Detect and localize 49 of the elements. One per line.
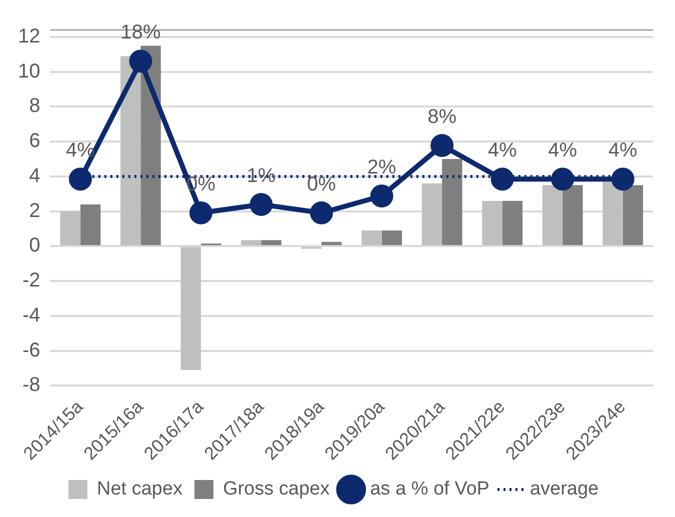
y-tick-label: -6 — [22, 339, 40, 362]
data-label: 18% — [120, 22, 161, 44]
y-tick-label: -8 — [22, 374, 40, 396]
data-label: 4% — [548, 140, 578, 162]
point — [129, 50, 152, 73]
point — [189, 201, 212, 224]
legend-label: Net capex — [96, 478, 183, 500]
data-label: 1% — [246, 164, 276, 187]
bar — [602, 182, 623, 246]
data-label: 0% — [307, 173, 336, 196]
bar — [241, 240, 262, 246]
bar — [362, 230, 382, 246]
y-tick-label: 4 — [29, 164, 40, 187]
bar — [382, 230, 402, 246]
point — [370, 184, 394, 208]
point — [310, 201, 333, 224]
y-tick-label: 2 — [29, 200, 40, 222]
point — [250, 192, 273, 216]
data-label: 4% — [608, 140, 638, 162]
y-tick-label: 6 — [29, 130, 40, 152]
bar — [80, 204, 101, 246]
legend-label: Gross capex — [222, 478, 330, 500]
bar — [502, 200, 523, 246]
bar — [180, 247, 201, 370]
bar — [562, 185, 583, 246]
bar — [422, 183, 442, 246]
bar — [622, 185, 644, 246]
bar — [261, 240, 282, 246]
bar — [542, 185, 563, 246]
legend-label: as a % of VoP — [370, 478, 490, 500]
y-tick-label: -2 — [22, 270, 40, 292]
y-tick-label: 10 — [18, 60, 40, 82]
point — [68, 168, 92, 191]
legend-label: average — [530, 478, 599, 500]
y-tick-label: 8 — [29, 95, 40, 118]
bar — [482, 200, 502, 246]
y-tick-label: 12 — [18, 25, 40, 48]
bar — [120, 56, 141, 246]
y-tick-label: -4 — [22, 304, 40, 326]
point — [430, 134, 454, 157]
data-label: 4% — [488, 140, 517, 162]
bar — [60, 211, 80, 246]
y-tick-label: 0 — [29, 234, 40, 257]
point — [611, 168, 634, 191]
point — [490, 168, 514, 191]
data-label: 8% — [428, 106, 457, 128]
bar — [442, 159, 462, 246]
data-label: 2% — [367, 156, 396, 179]
point — [551, 168, 574, 191]
